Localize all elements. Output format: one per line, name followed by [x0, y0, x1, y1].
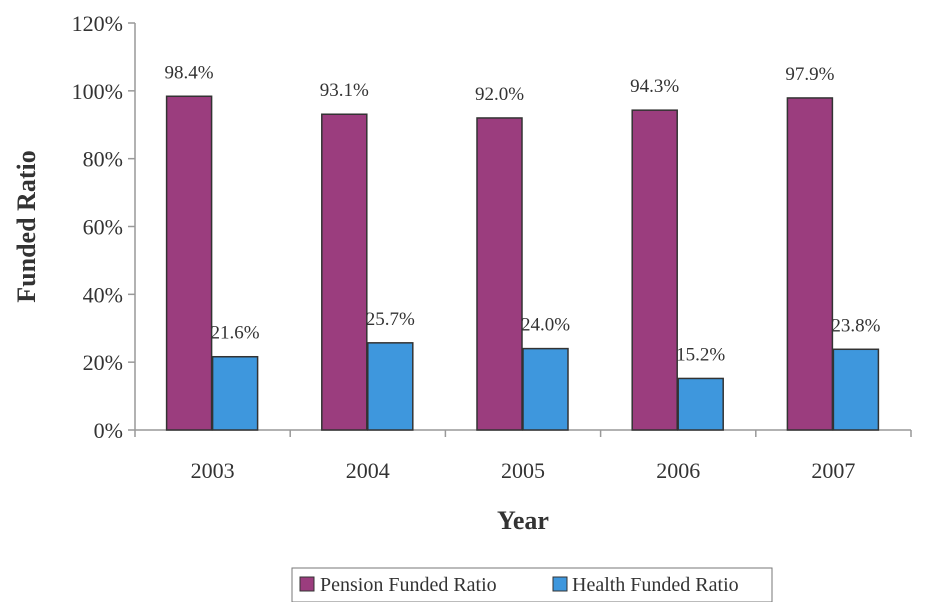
bar-health	[211, 355, 259, 431]
legend-box	[291, 567, 773, 602]
y-tick-label: 120%	[72, 11, 123, 36]
legend-swatch-pension	[299, 576, 315, 592]
data-label-health: 23.8%	[831, 315, 880, 336]
x-axis-title: Year	[497, 506, 549, 535]
y-tick-label: 80%	[83, 147, 123, 172]
data-label-health: 15.2%	[676, 344, 725, 365]
bar-pension	[476, 117, 523, 431]
legend: Pension Funded Ratio Health Funded Ratio	[291, 567, 773, 602]
x-tick-label: 2004	[346, 458, 390, 483]
legend-label-pension: Pension Funded Ratio	[320, 574, 497, 596]
y-tick-label: 40%	[83, 282, 123, 307]
y-tick-label: 100%	[72, 79, 123, 104]
x-tick-label: 2005	[501, 458, 545, 483]
data-label-pension: 94.3%	[630, 76, 679, 97]
y-axis-title: Funded Ratio	[12, 150, 41, 302]
bar-pension	[321, 113, 368, 431]
bar-health	[522, 347, 569, 431]
y-tick-label: 60%	[83, 215, 123, 240]
x-tick-label: 2007	[811, 458, 855, 483]
legend-swatch-health	[552, 576, 568, 592]
data-label-health: 21.6%	[211, 323, 260, 344]
data-label-health: 25.7%	[366, 309, 415, 330]
data-label-pension: 98.4%	[165, 62, 214, 83]
bars	[165, 95, 880, 431]
data-label-pension: 92.0%	[475, 84, 524, 105]
data-label-health: 24.0%	[521, 315, 570, 336]
bar-pension	[165, 95, 213, 431]
bar-pension	[786, 97, 834, 431]
x-tick-label: 2006	[656, 458, 700, 483]
y-axis-ticks: 0% 20% 40% 60% 80% 100% 120%	[72, 11, 135, 443]
bar-pension	[631, 109, 678, 431]
y-tick-label: 20%	[83, 350, 123, 375]
x-axis-ticks: 2003 2004 2005 2006 2007	[134, 430, 912, 483]
bar-health	[677, 377, 724, 431]
x-tick-label: 2003	[191, 458, 235, 483]
bar-health	[832, 348, 880, 431]
y-tick-label: 0%	[94, 418, 123, 443]
bar-health	[367, 342, 414, 431]
data-labels: 98.4% 21.6% 93.1% 25.7% 92.0% 24.0% 94.3% 15.2%…	[165, 62, 881, 365]
data-label-pension: 97.9%	[785, 64, 834, 85]
data-label-pension: 93.1%	[320, 80, 369, 101]
legend-label-health: Health Funded Ratio	[572, 574, 739, 596]
